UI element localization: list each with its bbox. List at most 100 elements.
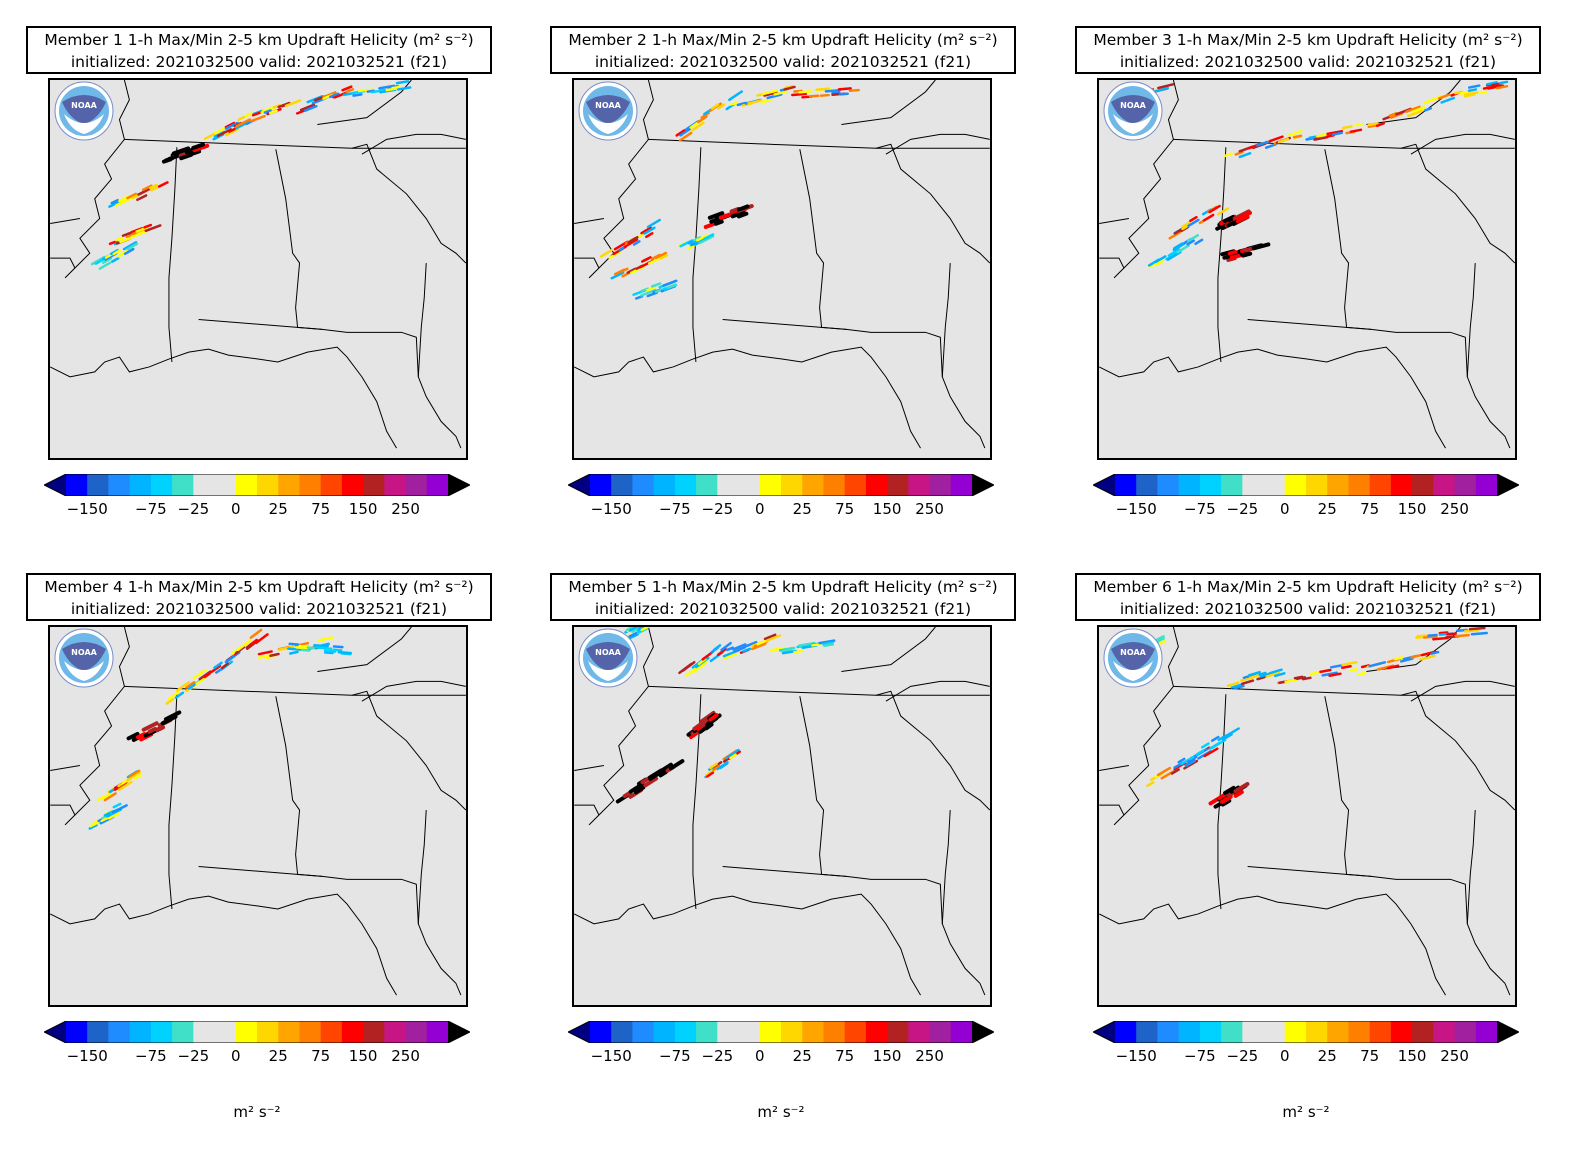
state-border [50,903,170,925]
panel-title-line1: Member 1 1-h Max/Min 2-5 km Updraft Heli… [28,29,490,51]
helicity-swath [632,240,641,246]
helicity-swath [278,645,295,651]
helicity-swath [709,762,718,770]
helicity-swath [391,85,401,90]
state-border [50,356,170,378]
helicity-swath [1349,128,1363,133]
helicity-swath [698,235,715,245]
helicity-swath [824,88,841,93]
helicity-swath [1187,218,1200,228]
product-label: 1-h Max/Min 2-5 km Updraft Helicity [122,31,413,49]
helicity-swath [716,647,727,656]
helicity-swath [126,771,142,782]
colorbar-segment [1242,474,1265,496]
colorbar-segment [405,474,428,496]
helicity-swath [123,247,135,256]
helicity-swath [646,291,659,298]
helicity-swath [637,627,646,632]
helicity-swath [791,92,808,97]
colorbar-segment [717,474,740,496]
helicity-swath [148,183,158,190]
helicity-swath [1277,137,1290,144]
colorbar-ticks: −150 −75 −25 0 25 75 150 250 [1093,1047,1519,1077]
helicity-swath [317,636,334,642]
helicity-swath [126,731,140,741]
units-label: (m² s⁻²) [936,31,998,49]
helicity-swath [701,650,714,661]
colorbar-tick-label: 250 [391,500,420,518]
colorbar-tick-label: −25 [1226,1047,1259,1065]
helicity-swath [1167,248,1181,257]
helicity-swath [1195,749,1205,756]
helicity-swath [1268,668,1283,675]
helicity-swath [1432,636,1449,641]
helicity-swath [332,648,343,652]
helicity-swath [192,668,207,680]
colorbar-segment [1157,1021,1180,1043]
state-border [1410,680,1515,702]
helicity-swath [1440,96,1455,104]
helicity-swath [658,769,669,778]
colorbar-tick-label: 75 [311,1047,331,1065]
helicity-swath [147,726,158,734]
helicity-swath [1354,122,1363,127]
map: NOAA [572,78,992,460]
colorbar-segment [299,1021,322,1043]
state-border [1324,149,1372,330]
helicity-swath [731,643,747,651]
helicity-swath [144,224,162,233]
helicity-swath [783,85,796,91]
helicity-swath [174,691,185,699]
colorbar-tick-label: −75 [135,500,167,518]
helicity-swath [626,267,637,274]
colorbar-tick-label: 150 [1397,500,1427,518]
colorbar-tick-label: −150 [590,1047,632,1065]
helicity-swath [249,628,263,639]
colorbar-segment [1199,1021,1222,1043]
colorbar-tick-label: −75 [135,1047,167,1065]
colorbar-under-extend [1093,474,1115,496]
helicity-swath [1328,672,1342,677]
colorbar-segment [908,1021,931,1043]
helicity-swath [1319,668,1332,674]
helicity-swath [1287,129,1303,137]
helicity-swath [620,267,629,273]
helicity-swath [798,90,813,94]
helicity-swath [723,652,737,660]
helicity-swath [666,283,677,289]
helicity-swath [298,644,310,649]
noaa-logo-icon: NOAA [54,628,114,688]
helicity-swath [1368,661,1387,668]
helicity-swath [822,641,834,646]
helicity-swath [675,129,686,137]
colorbar-tick-label: −25 [1226,500,1259,518]
colorbar [44,474,470,496]
colorbar-segment [1390,474,1413,496]
helicity-swath [643,776,659,788]
colorbar-tick-label: 75 [311,500,331,518]
helicity-swath [1222,253,1234,260]
colorbar-tick-label: −150 [1115,1047,1157,1065]
helicity-swath [313,644,329,648]
colorbar-segment [1348,474,1371,496]
colorbar-segment [172,474,194,496]
helicity-swath [765,634,782,642]
helicity-swath [848,88,860,93]
colorbar-segment [1115,1021,1137,1043]
state-border [351,143,466,264]
helicity-swath [299,103,316,112]
helicity-swath [1321,671,1338,677]
colorbar-tick-label: 75 [1360,1047,1380,1065]
colorbar [1093,1021,1519,1043]
state-border [1173,685,1515,696]
colorbar-segment [1136,1021,1158,1043]
noaa-logo-text: NOAA [71,101,97,110]
panel-title-line2: initialized: 2021032500 valid: 202103252… [594,53,972,71]
panel-title-line2: initialized: 2021032500 valid: 202103252… [70,53,448,71]
helicity-swath [823,643,835,648]
colorbar-segment [1199,474,1222,496]
helicity-swath [643,226,656,235]
map-canvas [50,80,466,449]
noaa-logo-text: NOAA [1120,101,1146,110]
state-border [941,263,951,377]
